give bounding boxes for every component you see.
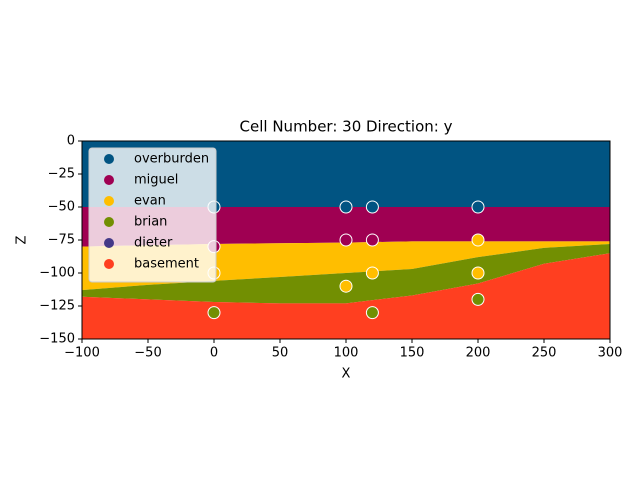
legend-marker <box>104 196 114 206</box>
x-tick-label: 250 <box>532 346 557 361</box>
surface-point <box>471 200 485 214</box>
surface-point <box>339 200 353 214</box>
legend-label: brian <box>134 215 167 230</box>
y-tick-label: 0 <box>67 134 75 149</box>
legend-box <box>88 147 217 283</box>
x-axis-label: X <box>342 367 351 382</box>
legend-label: dieter <box>134 236 173 251</box>
legend-marker <box>104 259 114 269</box>
legend-marker <box>104 217 114 227</box>
legend: overburden miguel evan brian dieter basement <box>88 147 217 283</box>
y-axis-label: Z <box>15 235 30 244</box>
y-tick-label: −150 <box>39 332 75 347</box>
legend-marker <box>104 154 114 164</box>
x-tick-label: −100 <box>64 346 100 361</box>
surface-point <box>339 233 353 247</box>
x-tick-label: 300 <box>598 346 623 361</box>
x-tick-label: 150 <box>400 346 425 361</box>
chart-title: Cell Number: 30 Direction: y <box>240 118 453 136</box>
y-tick-label: −100 <box>39 266 75 281</box>
legend-label: overburden <box>134 152 209 167</box>
legend-label: basement <box>134 257 199 272</box>
y-tick-label: −75 <box>48 233 75 248</box>
surface-point <box>471 266 485 280</box>
surface-point <box>365 233 379 247</box>
surface-point <box>365 266 379 280</box>
y-tick-label: −50 <box>48 200 75 215</box>
legend-label: miguel <box>134 173 178 188</box>
surface-point <box>207 306 221 320</box>
surface-point <box>365 200 379 214</box>
surface-point <box>471 233 485 247</box>
surface-point <box>339 279 353 293</box>
x-tick-label: 100 <box>334 346 359 361</box>
legend-marker <box>104 175 114 185</box>
surface-point <box>471 292 485 306</box>
x-tick-label: −50 <box>134 346 161 361</box>
x-tick-label: 0 <box>210 346 218 361</box>
y-tick-label: −25 <box>48 167 75 182</box>
x-tick-label: 200 <box>466 346 491 361</box>
x-tick-label: 50 <box>272 346 289 361</box>
surface-point <box>365 306 379 320</box>
legend-marker <box>104 238 114 248</box>
y-tick-label: −125 <box>39 299 75 314</box>
layer-area <box>82 243 610 304</box>
legend-label: evan <box>134 194 166 209</box>
